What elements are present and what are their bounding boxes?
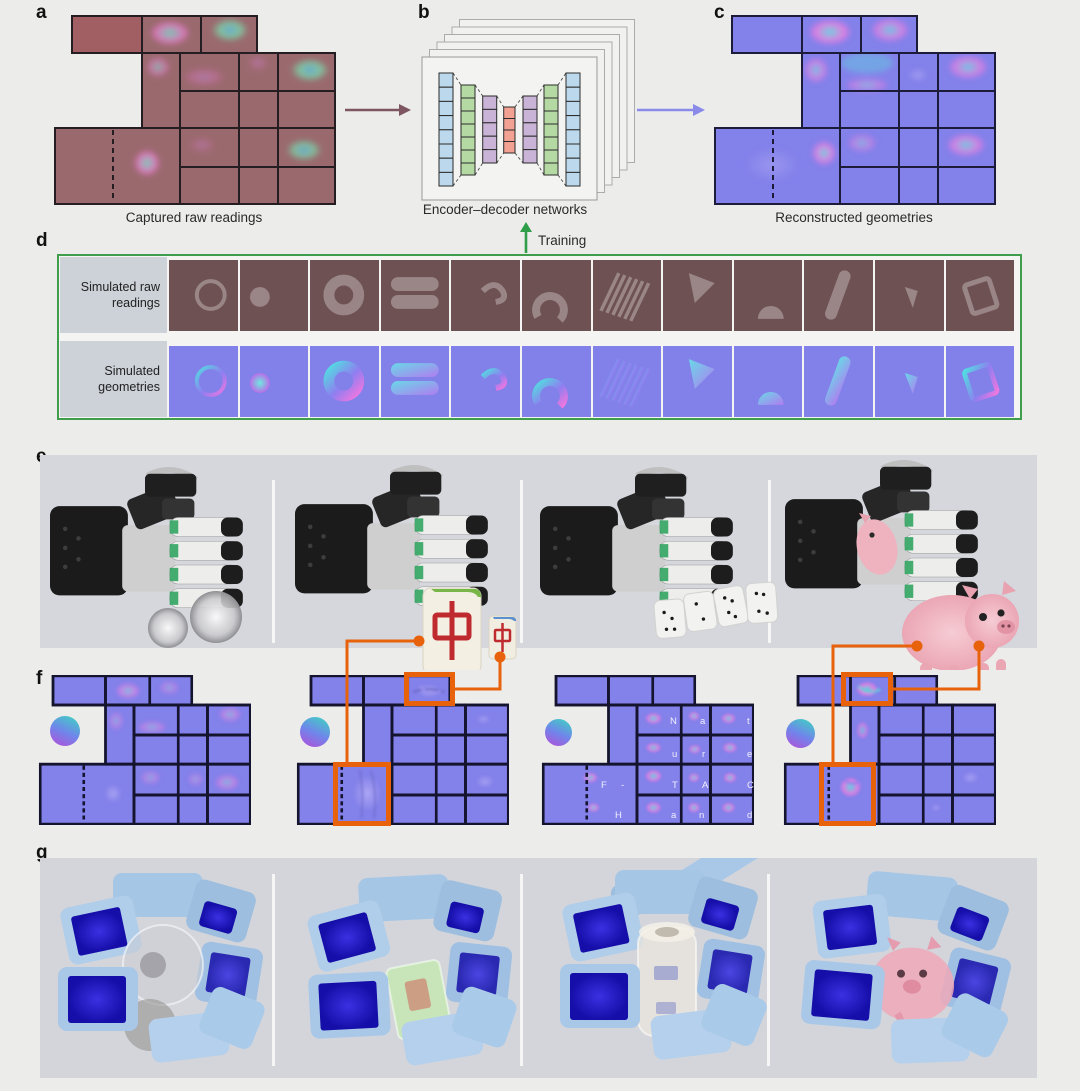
sim-raw-tile-cshape	[521, 260, 591, 331]
normal-map-sphere-icon-2	[300, 717, 330, 747]
panel-label-c: c	[714, 2, 725, 23]
reconstructed-grid	[714, 15, 996, 205]
robot-hand-3	[540, 470, 733, 608]
robot-hand-2	[295, 468, 488, 606]
training-arrow	[520, 222, 532, 253]
braille-letter: n	[699, 810, 705, 821]
braille-letter: d	[747, 810, 753, 821]
braille-letter: a	[671, 810, 677, 821]
highlight-box-pig-bottom	[819, 762, 876, 826]
normal-map-sphere-icon-1	[50, 716, 80, 746]
robot-hand-1	[50, 470, 243, 608]
sim-raw-tile-ring	[169, 260, 238, 331]
simulated-grasp-renders	[58, 858, 1020, 1074]
simulated-geometry-row	[169, 346, 1015, 417]
sim-geo-tile-hook	[451, 346, 520, 417]
mahjong-tile-large	[422, 587, 482, 670]
sim-raw-tile-hook	[451, 260, 520, 331]
photo-divider-2	[520, 480, 523, 643]
arrow-network-to-recon	[637, 104, 705, 116]
sim-geo-tile-stripes	[592, 346, 662, 417]
sim-geo-tile-dome	[733, 346, 803, 417]
held-pig	[856, 513, 898, 575]
braille-letter: A	[702, 780, 709, 791]
sim-hand-pig	[797, 865, 1020, 1074]
sim-raw-tile-frame	[945, 260, 1015, 331]
sim-raw-readings-label: Simulated raw readings	[60, 257, 167, 333]
sim-geo-tile-wedge	[874, 346, 944, 417]
panel-label-f: f	[36, 668, 43, 689]
sim-raw-tile-cylinders	[380, 260, 450, 331]
caption-reconstructed-geometries: Reconstructed geometries	[775, 210, 933, 225]
braille-letter: t	[747, 716, 750, 727]
captured-raw-grid	[54, 15, 336, 205]
sim-geo-tile-ring	[169, 346, 238, 417]
braille-letter: u	[672, 749, 678, 760]
panel-label-d: d	[36, 230, 48, 251]
pig-toy	[902, 581, 1019, 670]
sim-raw-tile-stripes	[592, 260, 662, 331]
highlight-box-mahjong-small	[404, 672, 455, 706]
reconstruction-grid-2	[296, 675, 509, 825]
braille-letter: T	[672, 780, 678, 791]
sim-raw-tile-dome	[733, 260, 803, 331]
braille-letter: N	[670, 716, 677, 727]
reconstruction-grid-4	[783, 675, 996, 825]
reconstruction-grid-3	[541, 675, 754, 825]
photo-divider-3	[768, 480, 771, 643]
sim-raw-tile-cone	[663, 260, 732, 331]
sim-raw-tile-torus	[310, 260, 379, 331]
photo-divider-1	[272, 480, 275, 643]
mahjong-zhong-glyph	[432, 601, 472, 660]
braille-letter: H	[615, 810, 622, 821]
sim-divider-3	[767, 874, 770, 1066]
dice-row	[653, 581, 779, 639]
braille-letter: e	[747, 749, 753, 760]
caption-captured-raw-readings: Captured raw readings	[125, 210, 263, 225]
sim-raw-tile-sphere	[239, 260, 309, 331]
highlight-box-mahjong-large	[333, 762, 391, 826]
highlight-connectors	[345, 635, 985, 763]
normal-map-sphere-icon-4	[786, 719, 815, 748]
sim-divider-2	[520, 874, 523, 1066]
braille-letter: a	[700, 716, 706, 727]
sim-geometries-label: Simulated geometries	[60, 341, 167, 417]
highlight-box-pig-top	[841, 672, 893, 706]
sim-raw-tile-wedge	[874, 260, 944, 331]
sim-geo-tile-torus	[310, 346, 379, 417]
braille-letter: -	[621, 780, 625, 791]
panel-label-a: a	[36, 2, 47, 23]
robot-hand-photos	[40, 455, 1019, 670]
normal-map-sphere-icon-3	[545, 719, 572, 746]
glass-sphere-large	[190, 591, 242, 643]
training-label: Training	[538, 233, 587, 248]
braille-letter: F	[601, 780, 607, 791]
sim-geo-tile-rod	[804, 346, 873, 417]
arrow-raw-to-network	[345, 104, 411, 116]
simulated-raw-row	[169, 260, 1015, 331]
sim-hand-cylinder	[560, 858, 770, 1061]
sim-geo-tile-sphere	[239, 346, 309, 417]
panel-label-g: g	[36, 842, 48, 863]
sim-geo-tile-cylinders	[380, 346, 450, 417]
braille-letter: r	[702, 749, 706, 760]
sim-geo-tile-cone	[663, 346, 732, 417]
caption-encoder-decoder: Encoder–decoder networks	[422, 202, 588, 217]
sim-hand-mahjong	[303, 870, 522, 1072]
braille-letter: C	[747, 780, 754, 791]
encoder-decoder-diagram	[421, 19, 635, 201]
glass-sphere-small	[148, 608, 188, 648]
sim-geo-tile-frame	[945, 346, 1015, 417]
sim-divider-1	[272, 874, 275, 1066]
reconstruction-grid-1	[38, 675, 251, 825]
sim-hand-spheres	[58, 873, 268, 1064]
sim-geo-tile-cshape	[521, 346, 591, 417]
sim-raw-tile-rod	[804, 260, 873, 331]
panel-label-b: b	[418, 2, 430, 23]
